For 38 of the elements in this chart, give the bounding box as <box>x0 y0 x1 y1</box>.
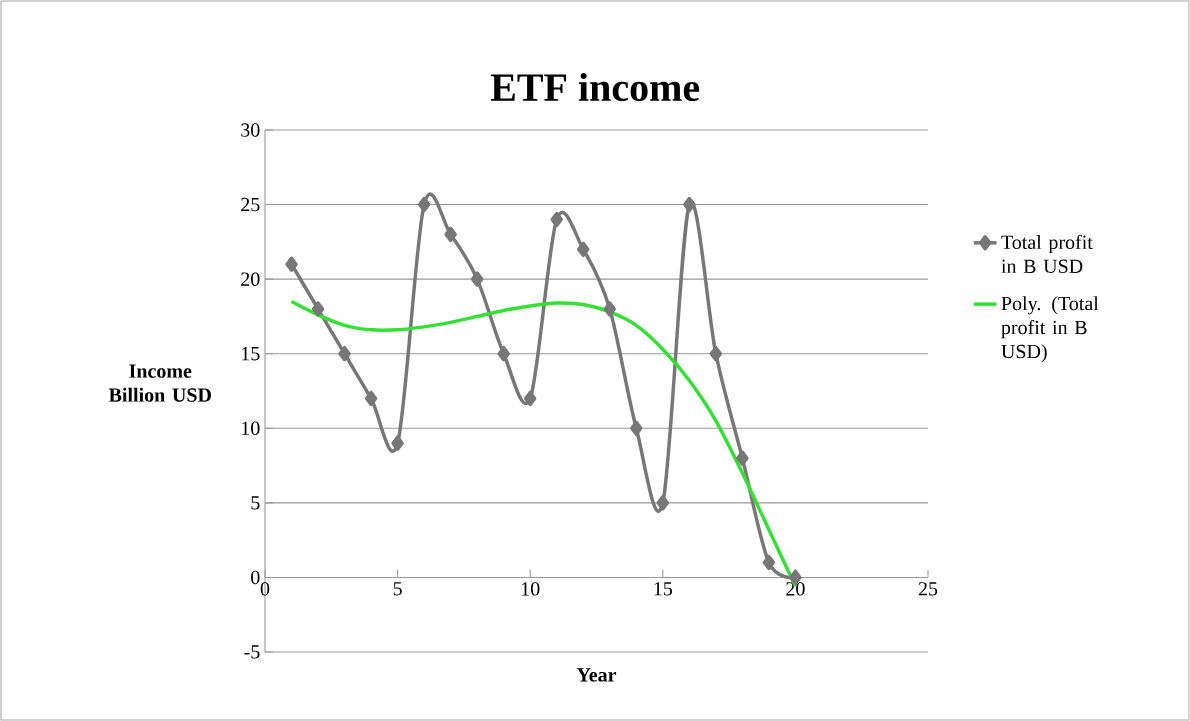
point <box>285 256 298 272</box>
point <box>523 390 537 407</box>
point <box>444 226 457 243</box>
x-tick-label: 5 <box>393 582 402 596</box>
x-tick-label: 0 <box>260 582 270 596</box>
y-tick-label: 30 <box>241 123 260 137</box>
y-tick-label: 25 <box>241 197 260 212</box>
y-tick-label: 5 <box>251 496 260 510</box>
point <box>470 271 484 287</box>
point <box>656 495 670 511</box>
point <box>577 241 590 258</box>
point <box>338 345 351 362</box>
y-tick-label: 10 <box>242 421 260 436</box>
x-tick-label: 15 <box>654 582 673 596</box>
legend-label: Poly. (Total profit in B USD) <box>1001 296 1099 363</box>
point <box>736 450 749 466</box>
y-tick-label: -5 <box>244 645 260 659</box>
point <box>630 420 643 437</box>
x-tick-label: 20 <box>786 582 805 596</box>
y-tick-label: 0 <box>251 570 260 585</box>
y-tick-label: 20 <box>241 272 260 286</box>
point <box>364 390 378 407</box>
point <box>550 211 563 228</box>
x-axis-title: Year <box>576 668 617 682</box>
point <box>391 435 404 451</box>
y-axis-title: Income Billion USD <box>108 364 211 402</box>
point <box>417 196 431 213</box>
point <box>709 345 723 362</box>
x-tick-label: 25 <box>918 582 938 596</box>
point <box>762 554 776 571</box>
point <box>311 301 325 317</box>
chart-title: ETF income <box>490 72 700 102</box>
point <box>497 345 510 362</box>
legend-label: Total profit in B USD <box>1001 234 1093 274</box>
point <box>683 196 696 213</box>
x-tick-label: 10 <box>521 582 540 596</box>
point <box>603 301 616 317</box>
y-tick-label: 15 <box>242 347 260 361</box>
